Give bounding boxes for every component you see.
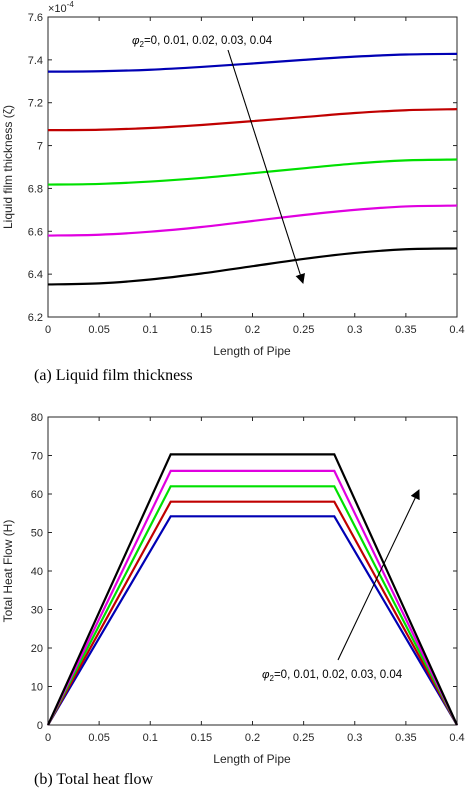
y-tick-label: 6.8 (28, 183, 43, 195)
annotation-b: φ2=0, 0.01, 0.02, 0.03, 0.04 (262, 669, 403, 683)
y-tick-label: 6.6 (28, 226, 43, 238)
y-tick-label: 0 (37, 720, 43, 732)
x-tick-label: 0.15 (191, 324, 212, 336)
x-tick-label: 0.05 (88, 324, 109, 336)
y-tick-label: 40 (31, 566, 43, 578)
x-tick-label: 0.35 (395, 324, 416, 336)
x-ticks-a: 0 0.05 0.1 0.15 0.2 0.25 0.3 0.35 0.4 (45, 17, 465, 336)
y-exponent-a: ×10-4 (48, 0, 74, 15)
y-tick-label: 7.6 (28, 12, 43, 24)
y-tick-label: 20 (31, 643, 43, 655)
plot-area-b (47, 416, 458, 726)
y-tick-label: 7.4 (28, 55, 43, 67)
y-ticks-b: 0 10 20 30 40 50 60 70 80 (31, 412, 457, 732)
y-tick-label: 6.4 (28, 269, 43, 281)
series-line-1 (47, 52, 458, 73)
x-tick-label: 0.25 (293, 324, 314, 336)
caption-b: (b) Total heat flow (34, 771, 153, 788)
y-tick-label: 10 (31, 682, 43, 694)
series-line-3 (47, 485, 458, 726)
plot-area-a (47, 16, 458, 318)
x-tick-label: 0 (45, 732, 51, 744)
x-tick-label: 0.4 (449, 732, 464, 744)
x-tick-label: 0.2 (245, 324, 260, 336)
x-ticks-b: 0 0.05 0.1 0.15 0.2 0.25 0.3 0.35 0.4 (45, 417, 465, 744)
x-tick-label: 0.4 (449, 324, 464, 336)
x-tick-label: 0.3 (347, 732, 362, 744)
x-tick-label: 0.1 (143, 324, 158, 336)
series-lines-a (47, 52, 458, 286)
y-axis-label-a: Liquid film thickness (ζ) (1, 105, 15, 229)
y-tick-label: 60 (31, 489, 43, 501)
y-tick-label: 7 (37, 141, 43, 153)
y-tick-label: 6.2 (28, 312, 43, 324)
y-tick-label: 7.2 (28, 98, 43, 110)
x-tick-label: 0.35 (395, 732, 416, 744)
series-line-3 (47, 158, 458, 186)
panel-b-heat-flow: 0 0.05 0.1 0.15 0.2 0.25 0.3 0.35 0.4 0 10 20 30 40 5… (1, 412, 465, 788)
x-tick-label: 0.2 (245, 732, 260, 744)
series-line-4 (47, 204, 458, 237)
series-line-1 (47, 515, 458, 726)
series-line-5 (46, 453, 459, 726)
x-tick-label: 0.1 (143, 732, 158, 744)
arrow-b (337, 489, 420, 661)
y-tick-label: 50 (31, 528, 43, 540)
y-tick-label: 70 (31, 451, 43, 463)
x-tick-label: 0.05 (88, 732, 109, 744)
series-line-4 (47, 469, 458, 726)
y-tick-label: 80 (31, 412, 43, 424)
y-axis-label-b: Total Heat Flow (H) (1, 520, 15, 623)
series-lines-b (46, 453, 459, 726)
x-tick-label: 0.3 (347, 324, 362, 336)
y-ticks-a: 6.2 6.4 6.6 6.8 7 7.2 7.4 7.6 (28, 12, 457, 324)
annotation-a: φ2=0, 0.01, 0.02, 0.03, 0.04 (132, 35, 273, 49)
arrow-a (227, 49, 305, 284)
panel-a-film-thickness: 0 0.05 0.1 0.15 0.2 0.25 0.3 0.35 0.4 6.26.46.66… (1, 0, 465, 384)
x-axis-label-a: Length of Pipe (213, 344, 291, 358)
x-tick-label: 0 (45, 324, 51, 336)
caption-a: (a) Liquid film thickness (34, 367, 193, 384)
series-line-5 (47, 247, 458, 286)
series-line-2 (47, 500, 458, 726)
series-line-2 (47, 108, 458, 132)
x-tick-label: 0.15 (191, 732, 212, 744)
y-tick-label: 30 (31, 605, 43, 617)
x-axis-label-b: Length of Pipe (213, 752, 291, 766)
x-tick-label: 0.25 (293, 732, 314, 744)
